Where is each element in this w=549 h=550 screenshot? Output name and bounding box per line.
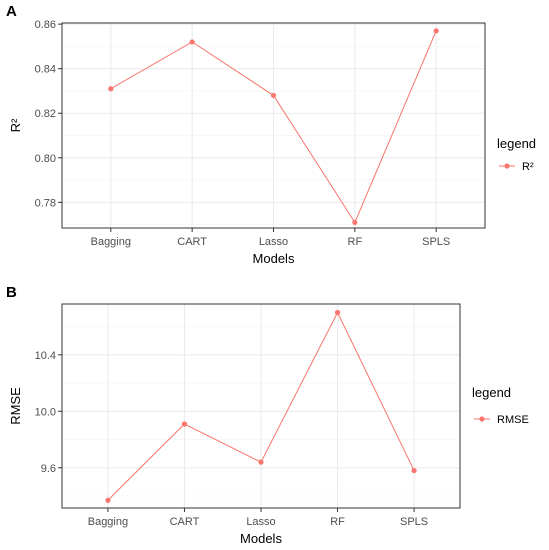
x-tick-label: SPLS (400, 516, 428, 528)
x-tick-label: RF (348, 236, 363, 248)
panel-b-x-axis-title: Models (240, 531, 282, 546)
panel-a-y-axis: 0.78 0.80 0.82 0.84 0.86 (35, 19, 62, 209)
y-tick-label: 0.84 (35, 64, 56, 76)
y-tick-label: 9.6 (41, 463, 56, 475)
panel-b-legend-key-point (479, 416, 485, 422)
x-tick-label: Bagging (91, 236, 131, 248)
data-point-lasso (258, 459, 264, 465)
panel-b-x-axis: Bagging CART Lasso RF SPLS (88, 508, 428, 528)
data-point-spls (433, 28, 439, 34)
panel-a-x-axis: Bagging CART Lasso RF SPLS (91, 228, 450, 248)
panel-a-legend: legend R² (497, 136, 536, 173)
data-point-lasso (270, 92, 277, 99)
data-point-bagging (105, 497, 111, 503)
x-tick-label: Lasso (259, 236, 288, 248)
y-tick-label: 10.0 (35, 406, 56, 418)
panel-b-legend: legend RMSE (472, 385, 529, 426)
y-tick-label: 10.4 (35, 350, 56, 362)
data-point-cart (189, 39, 195, 45)
x-tick-label: CART (177, 236, 207, 248)
y-tick-label: 0.78 (35, 197, 56, 209)
x-tick-label: CART (170, 516, 200, 528)
y-tick-label: 0.80 (35, 153, 56, 165)
panel-b-grid (62, 304, 460, 508)
data-point-spls (411, 467, 417, 474)
y-tick-label: 0.82 (35, 108, 56, 120)
panel-a-legend-label: R² (522, 161, 534, 173)
panel-b-points (105, 309, 417, 503)
data-point-bagging (108, 86, 114, 92)
y-tick-label: 0.86 (35, 19, 56, 31)
x-tick-label: Bagging (88, 516, 128, 528)
panel-b-legend-title: legend (472, 385, 511, 400)
panel-b-y-axis-title: RMSE (8, 387, 23, 425)
panel-a-legend-title: legend (497, 136, 536, 151)
panel-b-letter: B (6, 284, 17, 301)
x-tick-label: RF (330, 516, 345, 528)
panel-a-x-axis-title: Models (253, 251, 295, 266)
panel-b: B 9.6 10.0 10.4 Bagging CART Lasso RF SPLS Mod… (6, 284, 529, 546)
panel-b-legend-label: RMSE (497, 414, 529, 426)
data-point-rf (334, 309, 341, 316)
panel-a-letter: A (6, 3, 17, 20)
panel-b-y-axis: 9.6 10.0 10.4 (35, 350, 62, 475)
panel-a-grid (62, 23, 485, 228)
panel-a-legend-key-point (504, 163, 510, 169)
panel-a-points (108, 28, 439, 226)
data-point-rf (352, 219, 358, 226)
panel-a: A 0.78 0.80 0.82 0.84 0.86 Bagging CART Lasso R… (6, 3, 536, 266)
data-point-cart (181, 421, 188, 427)
x-tick-label: SPLS (422, 236, 450, 248)
x-tick-label: Lasso (246, 516, 275, 528)
panel-a-y-axis-title: R² (8, 118, 23, 132)
